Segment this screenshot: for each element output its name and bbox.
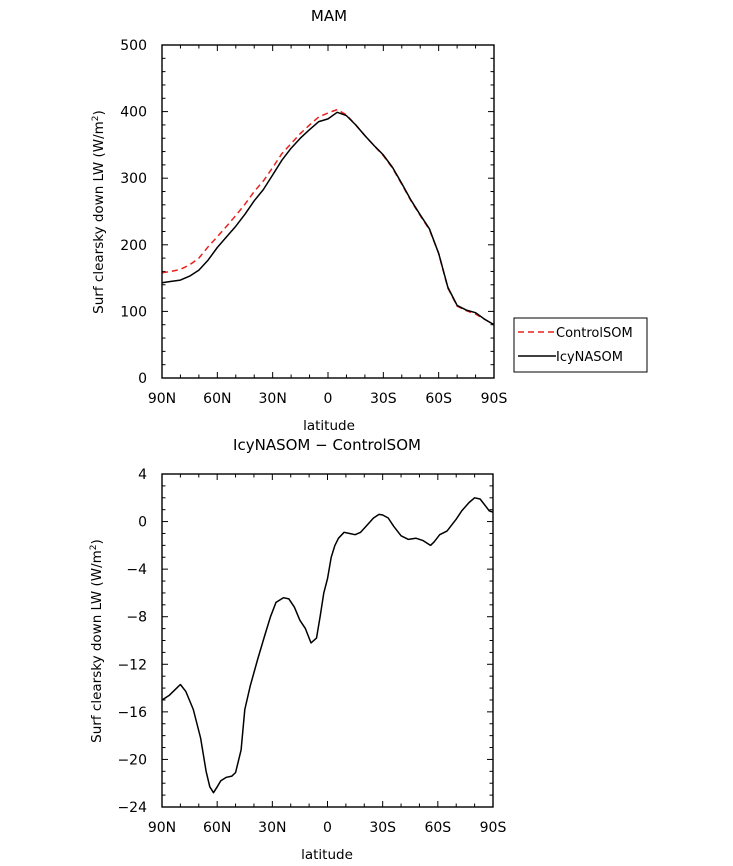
bottom-chart-y-tick-label: −8 [126, 610, 147, 626]
bottom-chart-x-tick-label: 30N [258, 820, 286, 836]
bottom-chart-x-tick-label: 90N [148, 820, 176, 836]
bottom-chart-y-tick-label: −4 [126, 562, 147, 578]
bottom-chart-frame [161, 473, 494, 808]
top-chart-ylabel-sup: 2 [91, 115, 101, 121]
bottom-chart-series [161, 497, 494, 794]
bottom-chart-x-tick-label: 0 [323, 820, 332, 836]
bottom-chart-ylabel-close: ) [89, 539, 105, 544]
bottom-chart-x-tick-label: 60S [424, 820, 451, 836]
bottom-chart-title: IcyNASOM − ControlSOM [233, 436, 421, 454]
bottom-chart-ylabel-sup: 2 [89, 544, 99, 550]
top-chart-series [161, 108, 495, 326]
top-chart-x-tick-label: 30S [370, 391, 397, 407]
top-chart-ylabel: Surf clearsky down LW (W/m2) [91, 110, 107, 314]
top-chart-title: MAM [311, 7, 347, 25]
legend-label-icynasom: IcyNASOM [556, 350, 623, 365]
top-chart-xlabel: latitude [303, 418, 355, 434]
bottom-chart-xlabel: latitude [301, 847, 353, 863]
bottom-chart-y-tick-label: −16 [117, 705, 147, 721]
bottom-chart-ylabel: Surf clearsky down LW (W/m2) [89, 539, 105, 743]
bottom-chart-x-tick-label: 30S [369, 820, 396, 836]
top-chart-ticks: 90N 60N 30N 0 30S 60S 90S 0 100 200 300 400 500 [120, 38, 507, 407]
top-chart-y-tick-label: 100 [120, 304, 147, 320]
bottom-chart-y-tick-label: −12 [117, 657, 147, 673]
bottom-chart-y-tick-label: −24 [117, 800, 147, 816]
legend: ControlSOM IcyNASOM [513, 317, 648, 373]
top-chart-y-tick-label: 300 [120, 171, 147, 187]
bottom-chart-y-tick-label: 0 [138, 515, 147, 531]
top-chart-x-tick-label: 30N [259, 391, 287, 407]
bottom-chart-panel: IcyNASOM − ControlSOM latitude Surf clea… [89, 436, 506, 863]
bottom-chart-y-tick-label: 4 [138, 467, 147, 483]
top-chart-panel: MAM latitude Surf clearsky down LW (W/m2… [91, 7, 507, 434]
top-chart-series-line-controlsom [161, 108, 495, 326]
bottom-chart-x-tick-label: 90S [480, 820, 507, 836]
bottom-chart-x-tick-label: 60N [203, 820, 231, 836]
legend-label-controlsom: ControlSOM [556, 326, 633, 341]
top-chart-y-tick-label: 500 [120, 38, 147, 54]
top-chart-y-tick-label: 200 [120, 238, 147, 254]
bottom-chart-ylabel-main: Surf clearsky down LW (W/m [89, 550, 105, 743]
top-chart-x-tick-label: 90S [481, 391, 508, 407]
top-chart-x-tick-label: 0 [324, 391, 333, 407]
top-chart-y-tick-label: 400 [120, 105, 147, 121]
top-chart-x-tick-label: 60N [203, 391, 231, 407]
top-chart-series-line-icynasom [161, 111, 495, 326]
top-chart-y-tick-label: 0 [138, 371, 147, 387]
bottom-chart-y-tick-label: −20 [117, 752, 147, 768]
top-chart-ylabel-close: ) [91, 110, 107, 115]
bottom-chart-series-line-0 [161, 497, 494, 794]
top-chart-frame [161, 44, 495, 379]
top-chart-x-tick-label: 60S [425, 391, 452, 407]
top-chart-x-tick-label: 90N [148, 391, 176, 407]
bottom-chart-ticks: 90N 60N 30N 0 30S 60S 90S 4 0 −4 −8 −12 −16 −20 −24 [117, 467, 506, 836]
legend-box [513, 317, 648, 373]
top-chart-ylabel-main: Surf clearsky down LW (W/m [91, 121, 107, 314]
